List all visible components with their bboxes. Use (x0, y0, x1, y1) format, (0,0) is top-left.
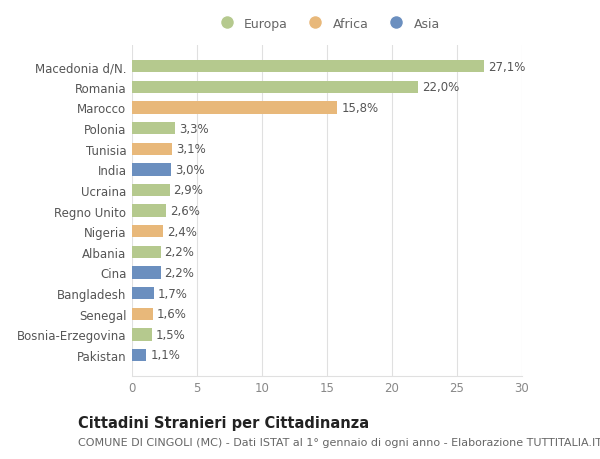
Text: 1,7%: 1,7% (158, 287, 188, 300)
Text: 1,6%: 1,6% (157, 308, 187, 320)
Text: 3,1%: 3,1% (176, 143, 206, 156)
Bar (132, 267, 161, 279)
Bar (132, 287, 154, 300)
Text: 2,2%: 2,2% (164, 246, 194, 259)
Text: Cittadini Stranieri per Cittadinanza: Cittadini Stranieri per Cittadinanza (78, 415, 369, 431)
Bar (132, 185, 170, 197)
Text: 2,2%: 2,2% (164, 266, 194, 280)
Bar (132, 82, 418, 94)
Bar (132, 246, 161, 258)
Bar (132, 164, 171, 176)
Text: 22,0%: 22,0% (422, 81, 459, 94)
Text: 2,6%: 2,6% (170, 205, 200, 218)
Bar (132, 329, 151, 341)
Text: 2,4%: 2,4% (167, 225, 197, 238)
Text: COMUNE DI CINGOLI (MC) - Dati ISTAT al 1° gennaio di ogni anno - Elaborazione TU: COMUNE DI CINGOLI (MC) - Dati ISTAT al 1… (78, 437, 600, 447)
Text: 2,9%: 2,9% (173, 184, 203, 197)
Bar (132, 123, 175, 135)
Text: 3,3%: 3,3% (179, 123, 208, 135)
Bar (132, 205, 166, 217)
Text: 15,8%: 15,8% (341, 102, 379, 115)
Bar (132, 102, 337, 114)
Bar (132, 308, 153, 320)
Text: 1,5%: 1,5% (155, 328, 185, 341)
Bar (132, 349, 146, 361)
Text: 3,0%: 3,0% (175, 163, 205, 176)
Bar (132, 225, 163, 238)
Text: 27,1%: 27,1% (488, 61, 526, 73)
Bar (132, 61, 484, 73)
Text: 1,1%: 1,1% (150, 349, 180, 362)
Legend: Europa, Africa, Asia: Europa, Africa, Asia (209, 12, 445, 35)
Bar (132, 143, 172, 156)
